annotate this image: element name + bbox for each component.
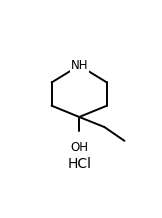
Text: OH: OH <box>70 141 88 154</box>
Text: HCl: HCl <box>67 157 91 171</box>
Text: NH: NH <box>70 59 88 72</box>
